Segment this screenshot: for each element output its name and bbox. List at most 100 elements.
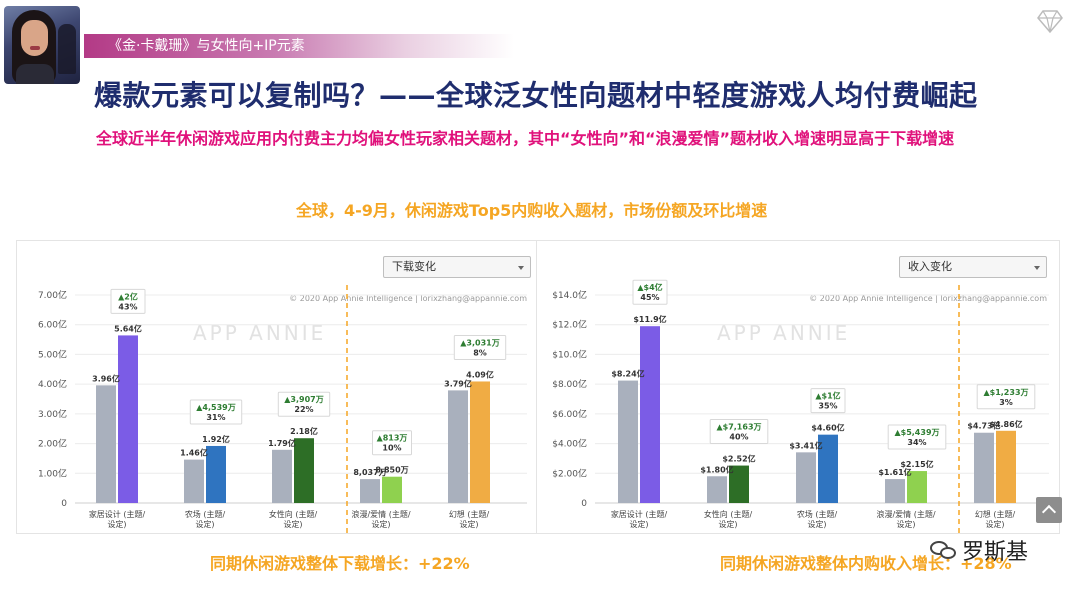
data-label: 1.79亿 bbox=[268, 438, 296, 448]
data-label: $8.24亿 bbox=[611, 369, 644, 379]
category-label: 浪漫/爱情 (主题/ bbox=[351, 509, 410, 519]
category-label: 设定) bbox=[371, 519, 390, 529]
change-amount: ▲$4亿 bbox=[637, 282, 662, 292]
y-tick-label: $6.00亿 bbox=[552, 408, 587, 420]
bar-current bbox=[206, 445, 226, 503]
category-label: 设定) bbox=[985, 519, 1004, 529]
revenue-bar-chart: 0 $2.00亿 $4.00亿 $6.00亿 $8.00亿 $10.0亿 $12.0亿 $14… bbox=[552, 279, 1049, 533]
y-tick-label: $14.0亿 bbox=[552, 289, 587, 301]
bar-previous bbox=[448, 390, 468, 503]
data-label: $2.52亿 bbox=[722, 454, 755, 464]
data-label: 8,850万 bbox=[375, 466, 408, 475]
change-percent: 8% bbox=[473, 348, 487, 357]
bar-current bbox=[382, 476, 402, 503]
bar-current bbox=[818, 434, 838, 503]
data-label: $2.15亿 bbox=[900, 459, 933, 469]
data-label: $4.60亿 bbox=[811, 423, 844, 433]
downloads-metric-dropdown[interactable]: 下载变化 bbox=[383, 256, 531, 278]
category-label: 农场 (主题/ bbox=[797, 509, 838, 519]
category-label: 设定) bbox=[629, 519, 648, 529]
change-percent: 31% bbox=[206, 413, 225, 422]
change-amount: ▲3,907万 bbox=[284, 395, 323, 404]
change-percent: 22% bbox=[294, 405, 313, 414]
diamond-logo-icon bbox=[1037, 10, 1063, 34]
category-label: 农场 (主题/ bbox=[185, 509, 226, 519]
category-label: 设定) bbox=[283, 519, 302, 529]
copyright-text: © 2020 App Annie Intelligence | lorixzha… bbox=[809, 294, 1047, 303]
data-label: $3.41亿 bbox=[789, 440, 822, 450]
bar-current bbox=[729, 465, 749, 503]
data-label: 2.18亿 bbox=[290, 426, 318, 436]
y-tick-label: 0 bbox=[581, 499, 587, 509]
y-tick-label: 3.00亿 bbox=[38, 408, 67, 420]
y-tick-label: 0 bbox=[61, 499, 67, 509]
category-label: 幻想 (主题/ bbox=[449, 509, 490, 519]
bar-previous bbox=[885, 479, 905, 503]
change-amount: ▲2亿 bbox=[118, 291, 138, 301]
brand-name: 罗斯基 bbox=[962, 540, 1029, 565]
category-label: 设定) bbox=[195, 519, 214, 529]
bar-previous bbox=[796, 452, 816, 503]
change-callout-box bbox=[189, 399, 243, 425]
wechat-icon bbox=[930, 539, 958, 561]
category-label: 设定) bbox=[807, 519, 826, 529]
data-label: 4.09亿 bbox=[466, 369, 494, 379]
page-title: 爆款元素可以复制吗？——全球泛女性向题材中轻度游戏人均付费崛起 bbox=[94, 79, 978, 112]
data-label: $4.86亿 bbox=[989, 419, 1022, 429]
category-label: 设定) bbox=[107, 519, 126, 529]
change-callout-box bbox=[976, 384, 1036, 410]
change-callout-box bbox=[453, 334, 507, 360]
dropdown-value: 收入变化 bbox=[908, 260, 952, 273]
chart-heading: 全球，4-9月，休闲游戏Top5内购收入题材，市场份额及环比增速 bbox=[296, 201, 768, 220]
change-callout-box bbox=[709, 419, 769, 445]
y-tick-label: $10.0亿 bbox=[552, 348, 587, 360]
data-label: 1.46亿 bbox=[180, 448, 208, 458]
change-callout-box bbox=[372, 430, 412, 456]
change-percent: 34% bbox=[907, 438, 926, 447]
change-amount: ▲$5,439万 bbox=[894, 428, 939, 437]
bar-current bbox=[118, 335, 138, 503]
change-amount: ▲$1,233万 bbox=[983, 388, 1028, 397]
revenue-metric-dropdown[interactable]: 收入变化 bbox=[899, 256, 1047, 278]
downloads-bar-chart: 0 1.00亿 2.00亿 3.00亿 4.00亿 5.00亿 6.00亿 7.00亿 3.96… bbox=[38, 285, 527, 533]
data-label: $11.9亿 bbox=[633, 314, 666, 324]
bar-current bbox=[294, 438, 314, 503]
data-label: 1.92亿 bbox=[202, 434, 230, 444]
bar-current bbox=[640, 326, 660, 503]
change-percent: 3% bbox=[999, 398, 1013, 407]
scroll-to-top-button[interactable] bbox=[1036, 497, 1062, 523]
data-label: $1.80亿 bbox=[700, 464, 733, 474]
data-label: 3.96亿 bbox=[92, 373, 120, 383]
change-callout-box bbox=[810, 388, 846, 414]
bar-previous bbox=[272, 449, 292, 503]
change-percent: 40% bbox=[729, 433, 748, 442]
headline: 全球近半年休闲游戏应用内付费主力均偏女性玩家相关题材，其中“女性向”和“浪漫爱情… bbox=[96, 129, 955, 148]
y-tick-label: 1.00亿 bbox=[38, 467, 67, 479]
category-label: 设定) bbox=[896, 519, 915, 529]
y-tick-label: 6.00亿 bbox=[38, 319, 67, 331]
data-label: $4.73亿 bbox=[967, 421, 1000, 431]
y-tick-label: 7.00亿 bbox=[38, 289, 67, 301]
category-label: 女性向 (主题/ bbox=[704, 509, 753, 519]
bar-previous bbox=[707, 476, 727, 503]
revenue-chart-panel: 收入变化 © 2020 App Annie Intelligence | lor… bbox=[536, 240, 1060, 534]
kim-kardashian-avatar bbox=[4, 6, 80, 84]
chevron-down-icon bbox=[1034, 266, 1040, 270]
data-label: 5.64亿 bbox=[114, 323, 142, 333]
change-amount: ▲813万 bbox=[377, 434, 408, 443]
y-tick-label: 5.00亿 bbox=[38, 348, 67, 360]
bar-current bbox=[996, 430, 1016, 503]
category-label: 幻想 (主题/ bbox=[975, 509, 1016, 519]
downloads-growth-note: 同期休闲游戏整体下载增长：+22% bbox=[210, 554, 470, 573]
bar-previous bbox=[618, 380, 638, 503]
revenue-growth-note: 同期休闲游戏整体内购收入增长：+28% bbox=[720, 554, 1012, 573]
change-callout-box bbox=[887, 424, 947, 450]
change-percent: 43% bbox=[118, 302, 137, 311]
change-amount: ▲4,539万 bbox=[196, 403, 235, 412]
category-label: 家居设计 (主题/ bbox=[611, 509, 668, 519]
dropdown-value: 下载变化 bbox=[392, 260, 436, 273]
y-tick-label: $12.0亿 bbox=[552, 319, 587, 331]
y-tick-label: 2.00亿 bbox=[38, 438, 67, 450]
change-callout-box bbox=[632, 279, 668, 305]
change-callout-box bbox=[110, 288, 146, 314]
